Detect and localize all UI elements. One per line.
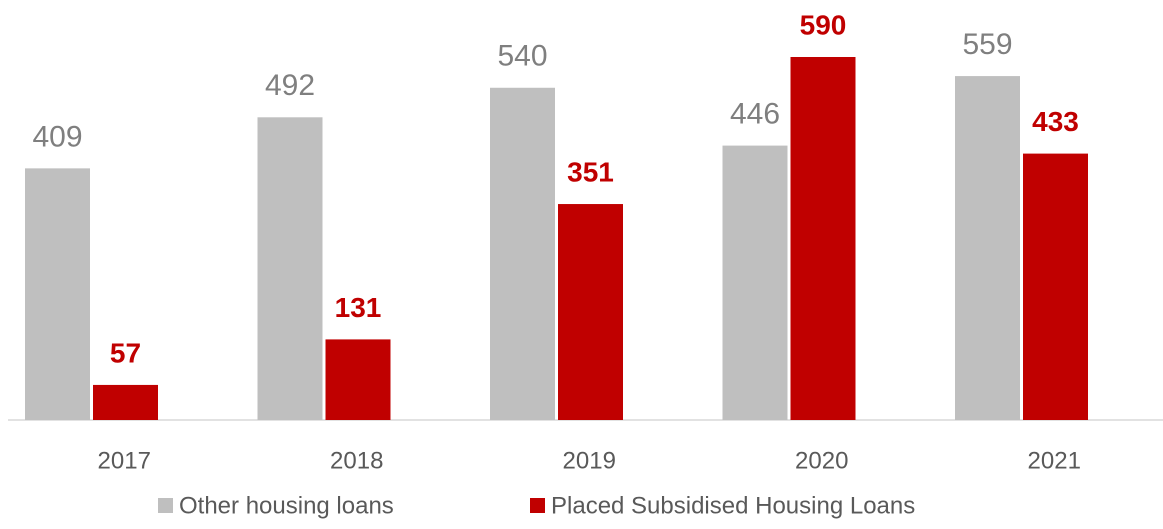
x-tick-label: 2020 (795, 447, 848, 474)
bar (558, 204, 623, 420)
legend-swatch (158, 498, 173, 513)
legend-label: Other housing loans (179, 492, 394, 519)
x-tick-label: 2021 (1028, 447, 1081, 474)
bar (955, 76, 1020, 421)
bar (25, 168, 90, 420)
bar (490, 87, 555, 421)
legend-swatch (530, 498, 545, 513)
data-label: 540 (497, 40, 547, 73)
data-label: 492 (265, 69, 315, 102)
bar (722, 145, 788, 420)
data-label: 409 (32, 120, 82, 153)
bar (1023, 153, 1088, 420)
bar (790, 57, 856, 420)
bar (257, 117, 323, 420)
data-label: 131 (335, 292, 382, 323)
x-tick-label: 2019 (563, 447, 616, 474)
legend-label: Placed Subsidised Housing Loans (551, 492, 915, 519)
data-label: 57 (110, 337, 141, 368)
x-tick-label: 2017 (98, 447, 151, 474)
data-label: 590 (800, 9, 847, 40)
data-label: 351 (567, 156, 614, 187)
x-tick-label: 2018 (330, 447, 383, 474)
data-label: 433 (1032, 106, 1079, 137)
data-label: 559 (962, 28, 1012, 61)
data-label: 446 (730, 98, 780, 131)
bar (93, 384, 158, 420)
bar (325, 339, 391, 420)
